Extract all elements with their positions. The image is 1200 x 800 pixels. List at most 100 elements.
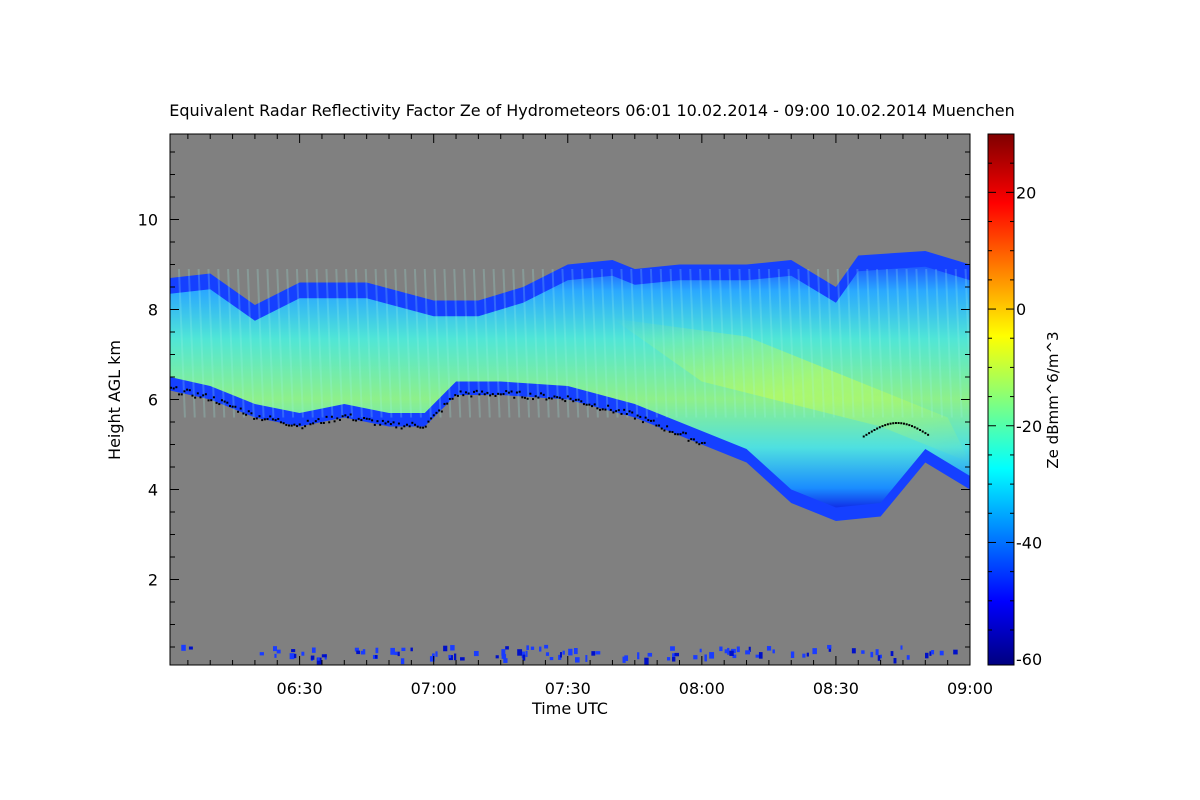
cloud-base-dot (279, 421, 282, 424)
cloud-base-dot (529, 392, 532, 395)
clutter-echo (732, 654, 737, 659)
cloud-base-dot (172, 387, 175, 390)
cloud-base-dot (400, 427, 403, 430)
fall-streak (197, 268, 206, 418)
clutter-echo (354, 647, 359, 652)
clutter-echo (925, 652, 929, 659)
clutter-echo (293, 653, 297, 659)
cloud-base-dot (451, 397, 454, 400)
cloud-base-dot (443, 402, 446, 405)
clutter-echo (939, 650, 944, 656)
fall-streak (394, 268, 403, 418)
cloud-base-dot (314, 420, 317, 423)
clutter-echo (321, 654, 327, 658)
colorbar-label: Ze dBmm^6/m^3 (1044, 331, 1062, 468)
cloud-base-dot (916, 427, 919, 430)
cloud-base-dot (188, 389, 191, 392)
cloud-base-dot (695, 441, 698, 444)
cloud-base-dot (322, 421, 325, 424)
cloud-base-dot (296, 425, 299, 428)
cloud-base-dot (237, 410, 240, 413)
clutter-echo (637, 652, 640, 660)
cloud-base-dot (170, 386, 172, 389)
cloud-base-dot (534, 395, 537, 398)
cloud-base-dot (510, 390, 513, 393)
cloud-base-dot (660, 427, 663, 430)
clutter-echo (748, 646, 751, 652)
clutter-echo (585, 655, 588, 662)
cloud-base-dot (668, 430, 671, 433)
clutter-echo (559, 652, 562, 658)
fall-streak (335, 268, 344, 418)
cloud-base-dot (545, 398, 548, 401)
cloud-base-dot (569, 397, 572, 400)
clutter-echo (755, 654, 761, 658)
clutter-echo (317, 657, 320, 661)
y-tick-label: 4 (148, 481, 158, 500)
cloud-base-dot (647, 419, 650, 422)
clutter-echo (861, 650, 865, 654)
clutter-echo (473, 650, 479, 657)
fall-streak (610, 268, 619, 418)
cloud-base-dot (389, 423, 392, 426)
cloud-base-dot (456, 394, 459, 397)
cloud-base-dot (698, 443, 701, 446)
cloud-base-dot (290, 424, 293, 427)
fall-streak (433, 268, 442, 418)
cloud-base-dot (892, 422, 895, 425)
fall-streak (512, 268, 521, 418)
cloud-base-dot (663, 429, 666, 432)
cloud-base-dot (306, 419, 309, 422)
clutter-echo (766, 646, 772, 651)
fall-streak (295, 268, 304, 418)
cloud-base-dot (330, 415, 333, 418)
cloud-base-dot (325, 415, 328, 418)
cloud-core (170, 266, 970, 508)
clutter-echo (900, 645, 903, 650)
fall-streak (413, 268, 422, 418)
fall-streak (895, 268, 904, 418)
cloud-base-dot (868, 432, 871, 435)
fall-streak (699, 268, 708, 418)
fall-streak (571, 268, 580, 418)
cloud-base-dot (301, 427, 304, 430)
clutter-echo (545, 652, 550, 656)
clutter-echo (568, 648, 573, 656)
fall-streak (364, 268, 373, 418)
cloud-base-dot (363, 416, 366, 419)
fall-streak (404, 268, 413, 418)
clutter-echo (448, 654, 452, 659)
cloud-base-dot (556, 396, 559, 399)
clutter-echo (375, 647, 379, 654)
clutter-echo (562, 650, 565, 655)
cloud-base-dot (873, 428, 876, 431)
cloud-base-dot (919, 428, 922, 431)
clutter-echo (574, 657, 580, 663)
fall-streak (817, 268, 826, 418)
cloud-base-dot (274, 419, 277, 422)
cloud-base-dot (886, 423, 889, 426)
cloud-base-dot (515, 391, 518, 394)
cloud-base-dot (422, 426, 425, 429)
cloud-base-dot (865, 433, 868, 436)
cloud-base-dot (658, 424, 661, 427)
fall-streak (964, 268, 970, 405)
cloud-base-dot (320, 422, 323, 425)
clutter-echo (875, 649, 879, 656)
fall-streak (236, 268, 245, 418)
cloud-base-dot (207, 399, 210, 402)
cloud-base-dot (591, 405, 594, 408)
fall-streak (935, 268, 944, 418)
cloud-base-dot (703, 441, 706, 444)
cloud-base-dot (486, 391, 489, 394)
fall-streak (217, 268, 226, 418)
clutter-echo (517, 649, 523, 656)
fall-streak (384, 268, 393, 418)
colorbar-tick-label: 20 (1016, 183, 1036, 202)
cloud-base-dots (170, 386, 930, 446)
cloud-base-dot (497, 392, 500, 395)
cloud-base-dot (475, 389, 478, 392)
cloud-base-dot (596, 407, 599, 410)
clutter-echo (394, 651, 398, 656)
cloud-base-dot (679, 433, 682, 436)
